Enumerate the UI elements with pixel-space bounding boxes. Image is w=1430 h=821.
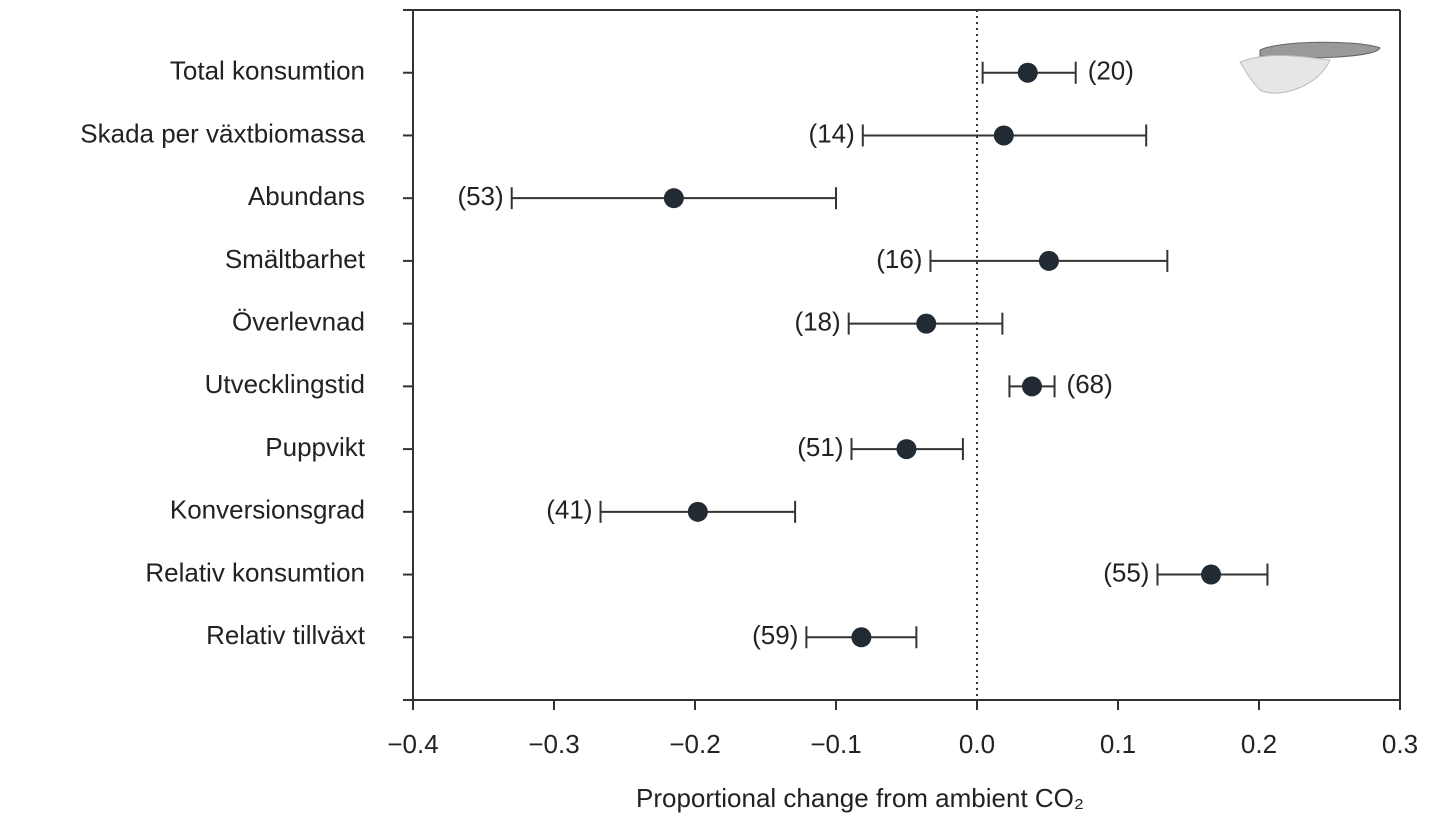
point [897, 439, 917, 459]
x-tick-label: −0.4 [387, 729, 438, 759]
sample-size-label: (18) [794, 307, 840, 337]
x-tick-label: −0.3 [528, 729, 579, 759]
y-tick-label: Smältbarhet [225, 244, 366, 274]
point [664, 188, 684, 208]
y-tick-label: Utvecklingstid [205, 369, 365, 399]
y-tick-label: Total konsumtion [170, 56, 365, 86]
point [1022, 376, 1042, 396]
sample-size-label: (16) [876, 244, 922, 274]
x-tick-label: 0.0 [959, 729, 995, 759]
x-tick-label: −0.2 [669, 729, 720, 759]
point [688, 502, 708, 522]
x-tick-label: 0.1 [1100, 729, 1136, 759]
chart: Proportional change from ambient CO₂ −0.… [0, 0, 1430, 821]
sample-size-label: (14) [809, 118, 855, 148]
sample-size-label: (59) [752, 620, 798, 650]
x-tick-label: −0.1 [810, 729, 861, 759]
point [916, 314, 936, 334]
y-tick-label: Abundans [248, 181, 365, 211]
y-tick-label: Konversionsgrad [170, 495, 365, 525]
sample-size-label: (55) [1103, 557, 1149, 587]
sample-size-label: (41) [546, 495, 592, 525]
point [1018, 63, 1038, 83]
point [1039, 251, 1059, 271]
y-tick-label: Relativ tillväxt [206, 620, 366, 650]
x-tick-label: 0.3 [1382, 729, 1418, 759]
point [994, 125, 1014, 145]
x-tick-label: 0.2 [1241, 729, 1277, 759]
point [851, 627, 871, 647]
point [1201, 565, 1221, 585]
y-tick-label: Överlevnad [232, 307, 365, 337]
y-tick-label: Skada per växtbiomassa [80, 118, 365, 148]
x-axis-label: Proportional change from ambient CO₂ [636, 783, 1084, 813]
insect-icon [1240, 42, 1380, 93]
sample-size-label: (53) [457, 181, 503, 211]
sample-size-label: (51) [797, 432, 843, 462]
y-tick-label: Relativ konsumtion [145, 557, 365, 587]
sample-size-label: (68) [1067, 369, 1113, 399]
sample-size-label: (20) [1088, 56, 1134, 86]
y-tick-label: Puppvikt [265, 432, 365, 462]
